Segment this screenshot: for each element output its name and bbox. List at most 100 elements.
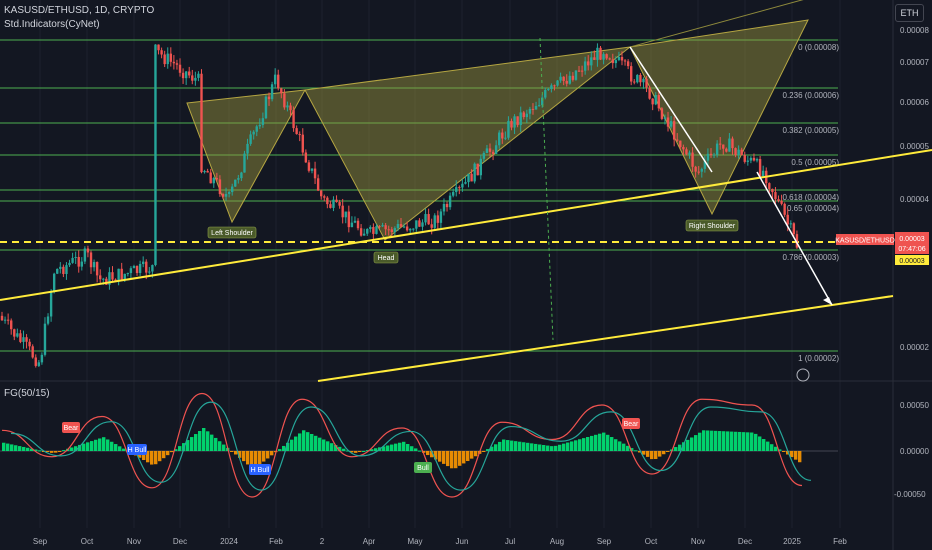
candle-body-70 <box>215 178 219 180</box>
candle-body-217 <box>666 117 670 127</box>
histogram-bar-181 <box>726 431 730 451</box>
candle-body-75 <box>230 186 234 193</box>
histogram-bar-107 <box>430 451 434 458</box>
candle-body-43 <box>132 265 136 269</box>
candle-body-17 <box>52 273 56 292</box>
time-tick-14: Nov <box>691 537 705 546</box>
candle-body-96 <box>295 128 298 135</box>
currency-button[interactable]: ETH <box>895 4 924 22</box>
candle-body-46 <box>141 261 145 265</box>
candle-body-205 <box>629 66 633 82</box>
candle-body-80 <box>246 143 249 154</box>
lower-channel-trendline <box>317 295 894 382</box>
histogram-bar-100 <box>402 441 406 451</box>
histogram-bar-108 <box>434 451 438 460</box>
candle-body-248 <box>761 170 765 177</box>
candle-body-238 <box>731 138 734 149</box>
histogram-bar-162 <box>650 451 654 460</box>
histogram-bar-192 <box>770 444 774 451</box>
right-shoulder-triangle <box>629 19 809 216</box>
candle-body-246 <box>755 159 759 161</box>
candle-body-105 <box>323 196 326 198</box>
histogram-bar-75 <box>302 430 306 451</box>
histogram-bar-2 <box>10 444 14 451</box>
candle-body-51 <box>157 44 160 51</box>
candle-body-237 <box>728 138 731 152</box>
histogram-bar-19 <box>78 444 82 451</box>
candle-body-199 <box>611 59 614 64</box>
candle-body-90 <box>277 74 280 89</box>
histogram-bar-195 <box>782 451 786 452</box>
candle-body-123 <box>378 226 381 228</box>
candle-body-118 <box>362 233 366 236</box>
candle-body-157 <box>482 152 486 159</box>
histogram-bar-59 <box>238 451 242 458</box>
candle-body-226 <box>694 166 697 172</box>
candle-body-224 <box>688 152 691 155</box>
histogram-bar-65 <box>262 451 266 462</box>
candle-body-82 <box>252 131 255 135</box>
candle-body-32 <box>99 275 102 280</box>
candle-body-194 <box>596 47 599 60</box>
histogram-bar-82 <box>330 443 334 451</box>
candle-body-97 <box>298 134 301 136</box>
histogram-bar-14 <box>58 451 62 452</box>
time-tick-16: 2025 <box>783 537 801 546</box>
fg-slow-line <box>10 401 812 491</box>
target-price-box <box>895 255 929 265</box>
indicator-label[interactable]: Std.Indicators(CyNet) <box>4 19 100 30</box>
candle-body-72 <box>221 194 225 197</box>
candle-body-198 <box>608 58 611 60</box>
candle-body-166 <box>510 120 513 128</box>
candle-body-147 <box>451 192 455 196</box>
histogram-bar-102 <box>410 446 414 451</box>
histogram-bar-36 <box>146 451 150 463</box>
candle-body-257 <box>789 223 792 225</box>
histogram-bar-21 <box>86 442 90 451</box>
candle-body-239 <box>734 148 737 155</box>
signal-bear-2-text: Bear <box>624 421 639 428</box>
histogram-bar-164 <box>658 451 662 457</box>
histogram-bar-29 <box>118 446 122 451</box>
candle-body-243 <box>746 160 750 162</box>
pattern-edge-extension <box>629 0 804 48</box>
last-price-box <box>895 232 929 254</box>
histogram-bar-98 <box>394 443 398 451</box>
candle-body-193 <box>593 57 596 60</box>
histogram-bar-37 <box>150 451 154 465</box>
candle-body-145 <box>445 203 449 208</box>
candle-body-5 <box>16 333 19 337</box>
histogram-bar-132 <box>530 443 534 451</box>
histogram-bar-157 <box>630 448 634 451</box>
candle-body-255 <box>783 203 786 215</box>
candle-body-115 <box>353 220 357 223</box>
candle-body-60 <box>184 71 188 79</box>
fib-label-4: 0.618 (0.00004) <box>783 193 840 202</box>
histogram-bar-38 <box>154 451 158 465</box>
candle-body-12 <box>37 362 41 366</box>
signal-hbull-1-box <box>127 444 147 455</box>
candle-body-210 <box>645 78 648 88</box>
candle-body-50 <box>154 44 157 266</box>
candle-body-89 <box>273 74 277 85</box>
histogram-bar-79 <box>318 437 322 451</box>
candle-body-71 <box>218 179 222 195</box>
signal-hbull-1-text: H Bull <box>128 447 147 454</box>
neckline-trendline <box>0 149 932 301</box>
candle-body-259 <box>795 234 799 248</box>
oscillator-title[interactable]: FG(50/15) <box>4 388 50 399</box>
fib-label-1: 0.236 (0.00006) <box>783 91 840 100</box>
candle-body-92 <box>283 93 286 108</box>
left-shoulder-label-box <box>207 226 257 239</box>
price-tick-1: 0.00007 <box>900 58 929 67</box>
histogram-bar-47 <box>190 437 194 451</box>
histogram-bar-86 <box>346 450 350 452</box>
histogram-bar-85 <box>342 448 346 451</box>
histogram-bar-155 <box>622 443 626 451</box>
histogram-bar-131 <box>526 442 530 451</box>
arrow-head <box>823 297 832 305</box>
candle-body-102 <box>313 168 317 179</box>
candle-body-233 <box>715 143 719 155</box>
histogram-bar-188 <box>754 433 758 451</box>
histogram-bar-90 <box>362 451 366 452</box>
